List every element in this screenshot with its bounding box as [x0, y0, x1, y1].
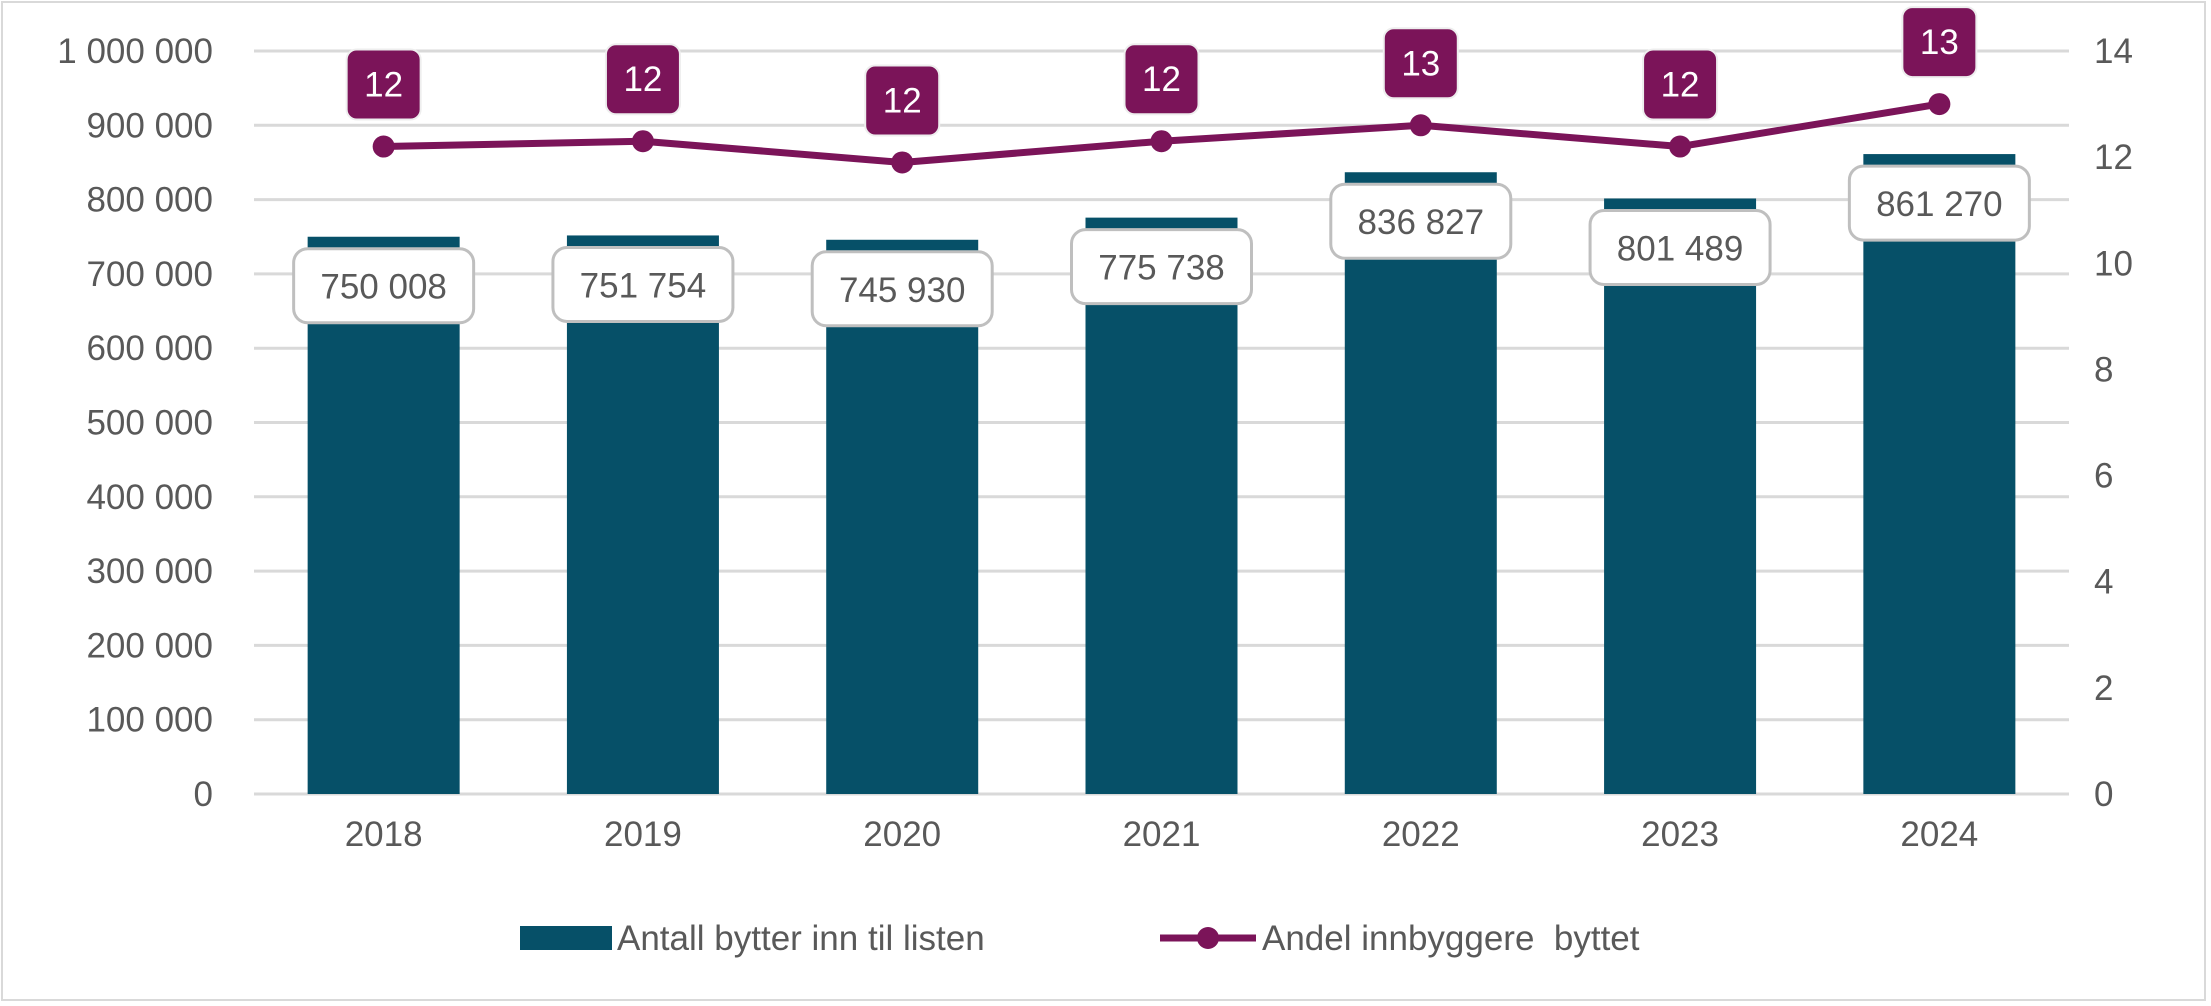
bar-data-label-box: [810, 250, 994, 328]
bar-data-label-box: [551, 245, 735, 323]
line-marker: [891, 151, 914, 174]
line-data-label-box: [1642, 48, 1719, 121]
y-right-tick-label: 8: [2094, 350, 2113, 389]
y-left-tick-label: 300 000: [86, 552, 213, 591]
bar: [1344, 172, 1497, 794]
line-data-label-box: [1382, 27, 1459, 100]
bar: [1604, 198, 1757, 795]
bar: [1085, 217, 1238, 795]
x-tick-label: 2019: [604, 815, 682, 854]
legend-label-bars: Antall bytter inn til listen: [617, 919, 985, 958]
line-data-label: 13: [1920, 23, 1959, 62]
line-data-label-box: [345, 48, 422, 121]
x-tick-label: 2018: [345, 815, 423, 854]
bar-data-label-box: [1070, 228, 1253, 306]
y-left-tick-label: 900 000: [86, 106, 213, 145]
line-marker: [1669, 135, 1692, 158]
y-left-tick-label: 0: [194, 775, 213, 814]
line-data-label: 13: [1401, 44, 1440, 83]
x-tick-label: 2021: [1123, 815, 1201, 854]
line-data-label: 12: [1661, 66, 1700, 105]
y-left-tick-label: 200 000: [86, 626, 213, 665]
y-right-tick-label: 2: [2094, 669, 2113, 708]
bar-data-label: 745 930: [839, 271, 966, 310]
y-left-tick-label: 400 000: [86, 478, 213, 517]
line-data-label-box: [1901, 6, 1978, 79]
line-data-label-box: [1123, 43, 1200, 116]
bar: [826, 239, 979, 794]
y-left-tick-label: 1 000 000: [57, 32, 213, 71]
bar-data-label: 801 489: [1617, 229, 1744, 268]
y-left-tick-label: 700 000: [86, 255, 213, 294]
y-right-tick-label: 6: [2094, 457, 2113, 496]
bar-data-label: 750 008: [320, 268, 447, 307]
line-marker: [372, 135, 395, 158]
x-tick-label: 2020: [863, 815, 941, 854]
bar-data-label: 861 270: [1876, 185, 2003, 224]
legend-label-line: Andel innbyggere byttet: [1262, 919, 1640, 958]
y-right-tick-label: 0: [2094, 775, 2113, 814]
line-data-label: 12: [883, 81, 922, 120]
bar-data-label: 836 827: [1358, 203, 1485, 242]
line-marker: [1409, 114, 1432, 137]
bar-data-label-box: [1588, 208, 1772, 286]
y-left-tick-label: 800 000: [86, 181, 213, 220]
y-right-tick-label: 4: [2094, 563, 2113, 602]
bar: [307, 236, 460, 795]
line-data-label-box: [604, 43, 681, 116]
line-marker: [1928, 93, 1951, 116]
bar-data-label-box: [292, 247, 476, 325]
line-data-label: 12: [1142, 60, 1181, 99]
y-right-tick-label: 14: [2094, 32, 2133, 71]
y-left-tick-label: 500 000: [86, 404, 213, 443]
y-right-tick-label: 10: [2094, 244, 2133, 283]
line-marker: [631, 130, 654, 153]
line-data-label: 12: [623, 60, 662, 99]
bar-data-label-box: [1847, 164, 2031, 242]
x-tick-label: 2024: [1900, 815, 1978, 854]
bar-data-label-box: [1329, 182, 1513, 260]
bar-data-label: 775 738: [1098, 249, 1225, 288]
line-data-label-box: [864, 64, 941, 137]
line-data-label: 12: [364, 66, 403, 105]
legend-marker-line: [1197, 927, 1219, 949]
y-left-tick-label: 600 000: [86, 329, 213, 368]
y-left-tick-label: 100 000: [86, 701, 213, 740]
legend-swatch-bars: [520, 926, 612, 950]
bar-data-label: 751 754: [580, 266, 707, 305]
y-right-tick-label: 12: [2094, 138, 2133, 177]
bar: [1863, 154, 2016, 794]
x-tick-label: 2022: [1382, 815, 1460, 854]
line-marker: [1150, 130, 1173, 153]
x-tick-label: 2023: [1641, 815, 1719, 854]
bar: [566, 235, 719, 794]
